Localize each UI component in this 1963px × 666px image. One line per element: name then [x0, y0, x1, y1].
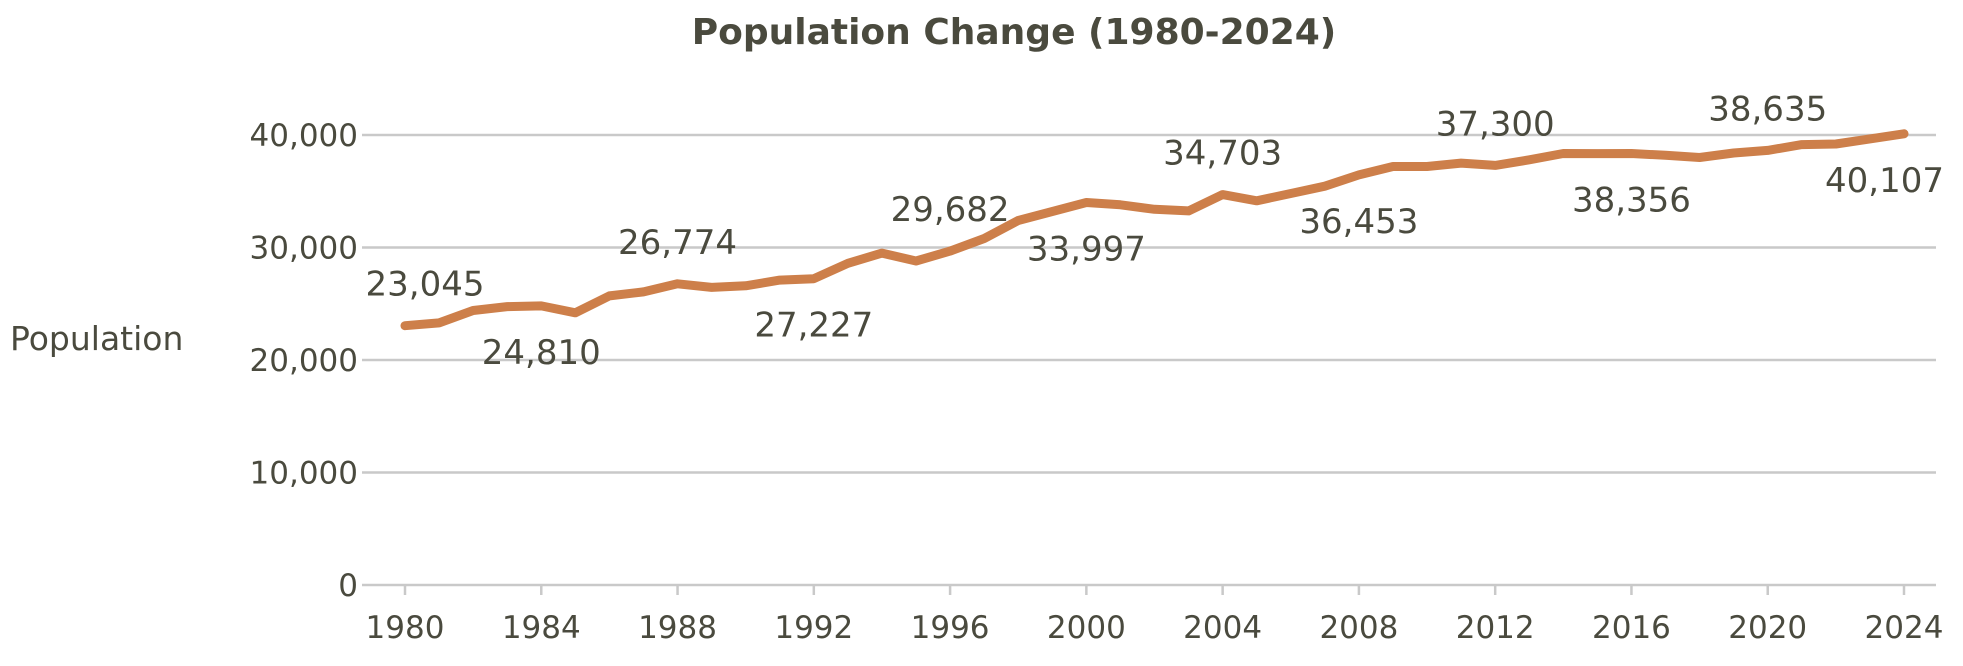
- data-label: 33,997: [1027, 230, 1146, 270]
- y-tick-label: 10,000: [250, 456, 358, 492]
- data-label: 37,300: [1436, 104, 1555, 144]
- x-tick-label: 2016: [1592, 610, 1671, 646]
- y-tick-label: 20,000: [250, 343, 358, 379]
- data-label: 38,635: [1708, 89, 1827, 129]
- x-tick-label: 1996: [911, 610, 990, 646]
- series-line: [400, 129, 1909, 331]
- data-label: 27,227: [754, 306, 873, 346]
- data-labels: 23,045 24,810 26,774 27,227 29,682 33,997 34,7…: [366, 89, 1944, 373]
- x-tick-label: 2024: [1865, 610, 1944, 646]
- data-label: 38,356: [1572, 180, 1691, 220]
- data-label: 36,453: [1299, 202, 1418, 242]
- y-axis-ticks: 0 10,000 20,000 30,000 40,000: [250, 118, 358, 604]
- data-label: 40,107: [1825, 161, 1944, 201]
- gridlines: [362, 133, 1936, 587]
- x-tick-label: 2020: [1728, 610, 1807, 646]
- y-tick-label: 40,000: [250, 118, 358, 154]
- series-layer: [400, 129, 1909, 331]
- y-axis-label: Population: [10, 319, 183, 358]
- x-tick-label: 1980: [366, 610, 445, 646]
- chart-title: Population Change (1980-2024): [692, 12, 1337, 53]
- data-label: 26,774: [618, 223, 737, 263]
- x-tick-label: 1992: [774, 610, 853, 646]
- x-tick-label: 1988: [638, 610, 717, 646]
- x-tick-label: 2000: [1047, 610, 1126, 646]
- y-tick-label: 0: [338, 568, 358, 604]
- data-label: 23,045: [366, 265, 485, 305]
- data-label: 24,810: [482, 333, 601, 373]
- y-tick-label: 30,000: [250, 231, 358, 267]
- data-label: 29,682: [891, 190, 1010, 230]
- x-tick-label: 2012: [1456, 610, 1535, 646]
- x-axis-ticks: 1980 1984 1988 1992 1996 2000 2004 2008 2012 2016…: [366, 585, 1944, 646]
- data-label: 34,703: [1163, 134, 1282, 174]
- x-tick-label: 1984: [502, 610, 581, 646]
- x-tick-label: 2008: [1319, 610, 1398, 646]
- x-tick-label: 2004: [1183, 610, 1262, 646]
